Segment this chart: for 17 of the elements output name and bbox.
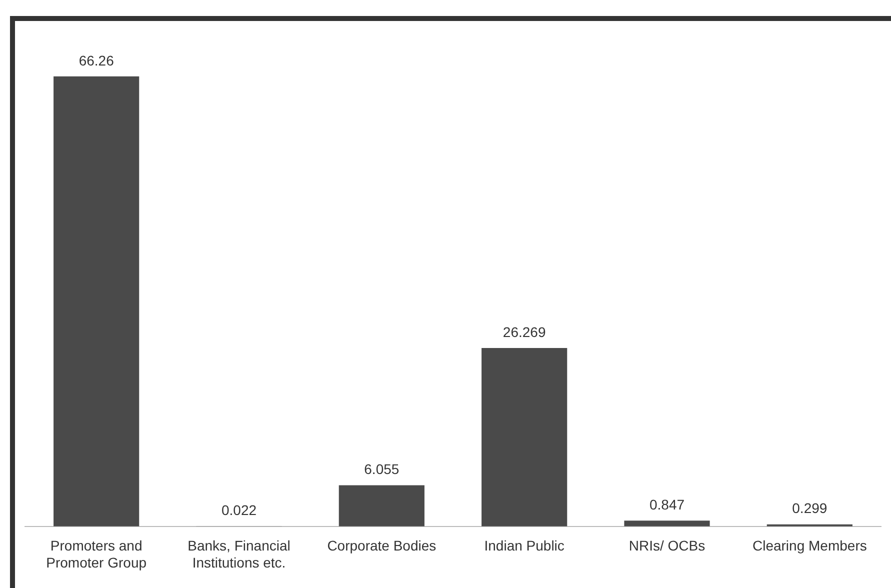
data-label: 26.269 [502,324,546,340]
data-label: 0.847 [649,496,685,513]
bar [482,348,568,526]
x-tick-label: Indian Public [484,538,564,554]
data-label: 0.022 [221,502,257,518]
bar [624,520,710,526]
x-tick-label: Promoters and Promoter Group [46,538,147,570]
bar [338,485,424,526]
x-tick-label: Banks, Financial Institutions etc. [188,538,290,570]
data-label: 66.26 [78,52,114,68]
x-tick-label: Corporate Bodies [327,538,436,554]
x-tick-label: NRIs/ OCBs [628,538,706,554]
frame: Promoters and Promoter Group Banks, Financial Institutions etc. Corporate Bodies Indian Public NRIs/ OCBs Clearing Members 66.26 0.022 6.055 26.269 0.847 0.299 [10,16,891,588]
data-label: 6.055 [364,461,400,478]
bar [54,76,140,526]
data-label: 0.299 [792,500,828,516]
x-tick-label: Clearing Members [752,538,867,554]
